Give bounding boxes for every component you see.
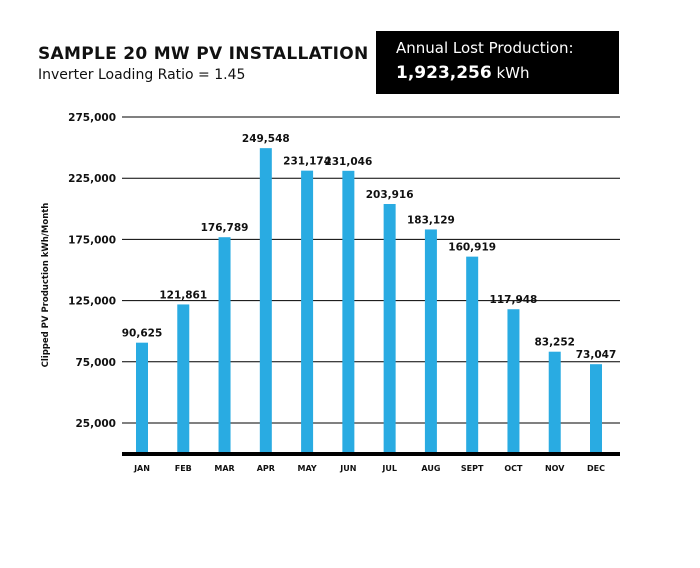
bar-value-label: 83,252 [534, 337, 575, 349]
callout-label: Annual Lost Production: [396, 39, 574, 57]
y-tick-label: 75,000 [75, 357, 116, 369]
y-tick-label: 25,000 [75, 418, 116, 430]
callout-value: 1,923,256 [396, 63, 492, 83]
y-tick-label: 175,000 [68, 234, 116, 246]
bar-value-label: 231,174 [283, 156, 331, 168]
bar [218, 237, 231, 453]
bar-value-label: 249,548 [242, 133, 290, 145]
annual-lost-production-callout: Annual Lost Production: 1,923,256 kWh [376, 31, 619, 94]
bar-value-label: 160,919 [448, 242, 496, 254]
y-tick-label: 125,000 [68, 296, 116, 308]
bar [466, 256, 479, 453]
x-tick-label: APR [257, 464, 275, 473]
bar-value-label: 73,047 [576, 349, 617, 361]
callout-unit: kWh [496, 64, 530, 82]
bar-value-label: 117,948 [490, 294, 538, 306]
bar [259, 148, 272, 453]
x-tick-label: OCT [504, 464, 523, 473]
bar [590, 364, 602, 453]
y-axis-label: Clipped PV Production kWh/Month [41, 203, 51, 368]
x-tick-label: FEB [175, 464, 192, 473]
bar-value-label: 231,046 [324, 156, 372, 168]
bar [383, 204, 396, 453]
bar [342, 170, 355, 454]
x-tick-label: MAY [297, 464, 316, 473]
y-tick-label: 275,000 [68, 112, 116, 124]
x-tick-label: JUL [381, 464, 397, 473]
bar [301, 170, 314, 454]
bar [136, 342, 148, 453]
bar-value-label: 183,129 [407, 214, 455, 226]
bar-value-label: 203,916 [366, 189, 414, 201]
x-tick-label: SEPT [461, 464, 484, 473]
chart-title: SAMPLE 20 MW PV INSTALLATION [38, 44, 369, 64]
bar [424, 229, 437, 453]
bar-value-label: 176,789 [201, 222, 249, 234]
y-tick-label: 225,000 [68, 173, 116, 185]
x-tick-label: DEC [587, 464, 605, 473]
callout-value-line: 1,923,256 kWh [396, 63, 619, 83]
bar [177, 304, 190, 453]
x-tick-label: JAN [133, 464, 150, 473]
bar [548, 351, 561, 453]
bar-value-label: 90,625 [122, 328, 163, 340]
bar [507, 309, 520, 453]
x-tick-label: MAR [214, 464, 234, 473]
chart-subtitle: Inverter Loading Ratio = 1.45 [38, 67, 246, 83]
x-tick-label: JUN [339, 464, 356, 473]
x-tick-label: AUG [421, 464, 440, 473]
x-tick-label: NOV [545, 464, 565, 473]
bar-value-label: 121,861 [159, 289, 207, 301]
